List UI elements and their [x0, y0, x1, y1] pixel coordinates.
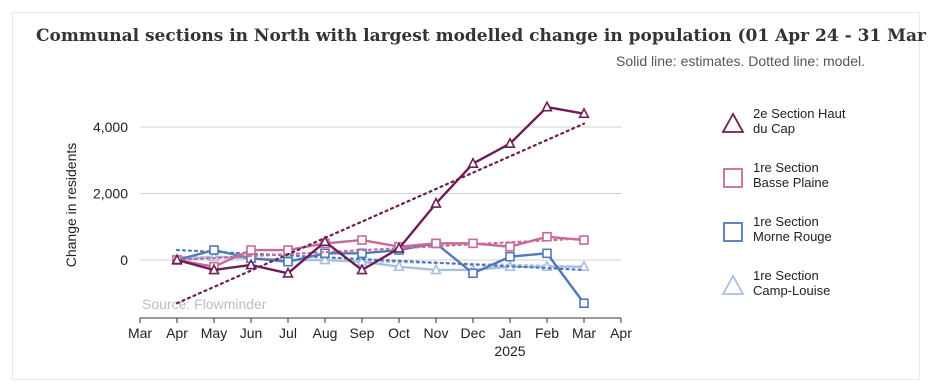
data-point [283, 256, 293, 267]
x-year-label: 2025 [494, 343, 525, 359]
x-tick-label: Feb [535, 325, 559, 341]
x-tick-label: Jul [279, 325, 297, 341]
y-tick-label: 2,000 [93, 186, 128, 202]
series-0 [171, 100, 590, 305]
legend-label: 1re Section [753, 214, 819, 229]
x-tick-label: Jun [240, 325, 263, 341]
data-point [579, 235, 589, 245]
data-point [246, 245, 256, 255]
data-point [578, 260, 590, 272]
data-point [505, 251, 515, 262]
y-tick-label: 0 [120, 252, 128, 268]
x-tick-label: Sep [350, 325, 375, 341]
legend-label: Camp-Louise [753, 283, 830, 298]
data-point [578, 107, 590, 119]
legend-swatch [723, 168, 743, 188]
data-point [208, 263, 220, 275]
data-point [431, 238, 441, 249]
y-axis-label: Change in residents [63, 143, 79, 268]
data-point [319, 253, 331, 265]
model-line [175, 237, 586, 262]
data-point [504, 137, 516, 149]
data-point [505, 241, 515, 252]
legend-swatch [721, 112, 745, 133]
x-tick-label: Apr [610, 325, 632, 341]
chart-card [12, 12, 920, 380]
data-point [468, 268, 478, 279]
legend-swatch [723, 222, 743, 242]
data-point [430, 196, 442, 208]
data-point [357, 235, 367, 245]
legend-label: du Cap [753, 121, 795, 136]
estimate-line [176, 105, 585, 275]
data-point [208, 250, 220, 262]
legend-label: 1re Section [753, 160, 819, 175]
data-point [467, 157, 479, 168]
x-tick-label: Aug [313, 325, 338, 341]
data-point [541, 100, 553, 112]
data-point [393, 241, 405, 253]
estimate-line [176, 235, 585, 268]
data-point [245, 258, 257, 270]
data-point [283, 245, 293, 255]
x-tick-label: May [201, 325, 227, 341]
source-note: Source: Flowminder [142, 296, 267, 312]
x-tick-label: Oct [388, 325, 410, 341]
data-point [393, 260, 405, 272]
data-point [468, 238, 478, 249]
x-tick-label: Nov [424, 325, 449, 341]
model-line [175, 122, 586, 305]
data-point [579, 298, 589, 309]
legend-swatch [721, 274, 745, 295]
data-point [319, 235, 331, 247]
legend-label: 2e Section Haut [753, 106, 846, 121]
x-tick-label: Mar [128, 325, 152, 341]
data-point [356, 263, 368, 275]
y-tick-label: 4,000 [93, 119, 128, 135]
legend-label: Basse Plaine [753, 175, 829, 190]
legend-label: Morne Rouge [753, 229, 832, 244]
data-point [282, 266, 294, 278]
x-tick-label: Dec [461, 325, 486, 341]
chart-subtitle: Solid line: estimates. Dotted line: mode… [615, 53, 865, 69]
x-tick-label: Jan [499, 325, 522, 341]
data-point [209, 245, 219, 255]
chart-title: Communal sections in North with largest … [36, 26, 933, 46]
x-tick-label: Mar [572, 325, 596, 341]
data-point [542, 231, 552, 242]
data-point [171, 253, 183, 265]
series-1 [172, 231, 589, 272]
x-tick-label: Apr [166, 325, 188, 341]
data-point [542, 248, 552, 259]
data-point [430, 263, 442, 275]
legend-label: 1re Section [753, 268, 819, 283]
